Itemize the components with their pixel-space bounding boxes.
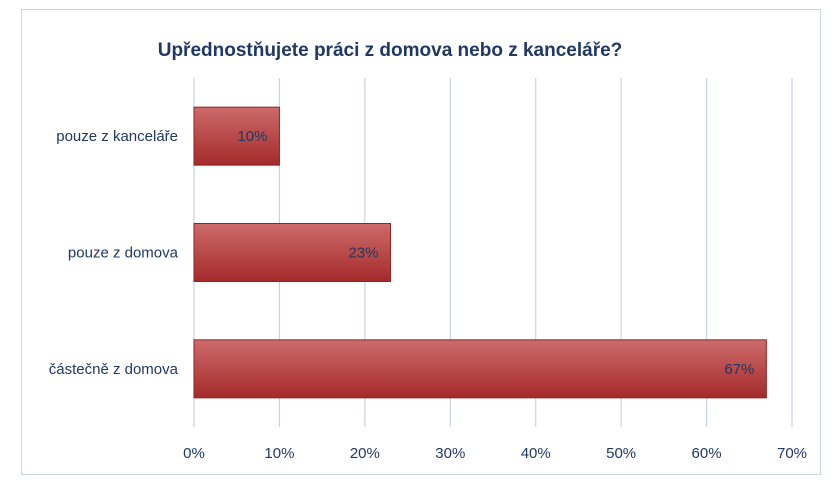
x-tick-label: 20% (350, 445, 380, 462)
category-label: pouze z kanceláře (56, 128, 178, 145)
labels: 0% 10% 20% 30% 40% 50% 60% 70% pouze z kanceláře… (49, 128, 807, 462)
chart-title: Upřednostňujete práci z domova nebo z ka… (157, 40, 623, 61)
x-tick-label: 50% (606, 445, 636, 462)
x-tick-label: 70% (777, 445, 807, 462)
category-label: pouze z domova (68, 245, 179, 262)
data-label: 67% (724, 361, 754, 378)
x-tick-label: 60% (692, 445, 722, 462)
bars (193, 106, 767, 399)
x-tick-label: 0% (183, 445, 205, 462)
data-label: 10% (237, 128, 267, 145)
x-tick-label: 10% (264, 445, 294, 462)
data-label: 23% (348, 245, 378, 262)
bar (193, 339, 767, 399)
bar (193, 223, 391, 282)
x-tick-label: 40% (521, 445, 551, 462)
bar (193, 106, 280, 166)
category-label: částečně z domova (49, 361, 179, 378)
x-tick-label: 30% (435, 445, 465, 462)
